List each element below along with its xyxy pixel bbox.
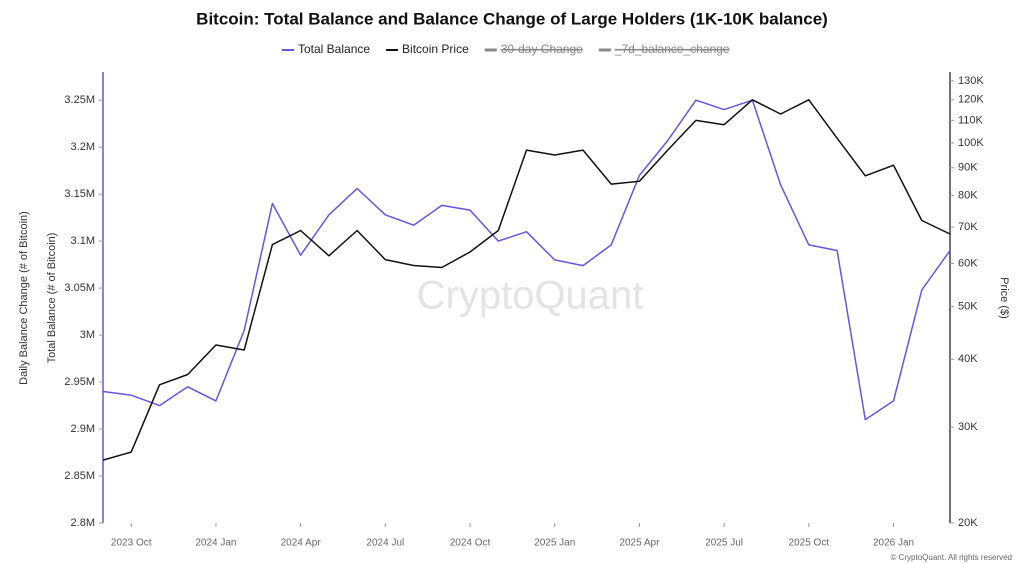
y2-axis-title: Price ($) — [998, 277, 1010, 319]
y-tick-label: 3.15M — [64, 188, 95, 200]
legend-label: Total Balance — [298, 42, 370, 56]
y2-tick-label: 90K — [958, 162, 978, 174]
y2-tick-label: 100K — [958, 137, 984, 149]
x-tick-label: 2025 Apr — [619, 538, 660, 549]
y2-tick-label: 40K — [958, 353, 978, 365]
y2-tick-label: 110K — [958, 114, 984, 126]
x-tick-label: 2025 Jan — [534, 538, 575, 549]
y-tick-label: 2.9M — [71, 423, 95, 435]
series-line — [102, 99, 951, 461]
y2-tick-label: 120K — [958, 94, 984, 106]
legend-label: Bitcoin Price — [402, 42, 469, 56]
x-tick-label: 2024 Jan — [195, 538, 236, 549]
y-tick-label: 2.85M — [64, 470, 95, 482]
x-tick-label: 2024 Oct — [450, 538, 491, 549]
x-tick-label: 2026 Jan — [873, 538, 914, 549]
y2-tick-label: 60K — [958, 257, 978, 269]
x-tick-label: 2025 Jul — [705, 538, 743, 549]
legend-label: 30-day Change — [501, 42, 583, 56]
y-tick-label: 3M — [80, 329, 95, 341]
watermark: CryptoQuant — [417, 274, 644, 318]
y-tick-label: 3.1M — [71, 235, 95, 247]
y-axis-title: Total Balance (# of Bitcoin) — [46, 233, 58, 364]
y2-tick-label: 20K — [958, 517, 978, 529]
x-tick-label: 2023 Oct — [111, 538, 152, 549]
chart-title: Bitcoin: Total Balance and Balance Chang… — [196, 9, 828, 28]
y2-tick-label: 130K — [958, 75, 984, 87]
y-tick-label: 2.95M — [64, 376, 95, 388]
x-tick-label: 2024 Apr — [281, 538, 322, 549]
x-tick-label: 2024 Jul — [366, 538, 404, 549]
x-tick-label: 2025 Oct — [789, 538, 830, 549]
legend-label: _7d_balance_change — [614, 42, 730, 56]
y-tick-label: 3.05M — [64, 282, 95, 294]
y2-tick-label: 80K — [958, 189, 978, 201]
y-tick-label: 2.8M — [71, 517, 95, 529]
y-tick-label: 3.25M — [64, 94, 95, 106]
y2-tick-label: 30K — [958, 421, 978, 433]
y2-tick-label: 50K — [958, 300, 978, 312]
series-line — [102, 99, 951, 421]
y-tick-label: 3.2M — [71, 141, 95, 153]
footer: © CryptoQuant. All rights reserved — [891, 553, 1013, 562]
y-axis-title: Daily Balance Change (# of Bitcoin) — [18, 211, 30, 385]
y2-tick-label: 70K — [958, 221, 978, 233]
